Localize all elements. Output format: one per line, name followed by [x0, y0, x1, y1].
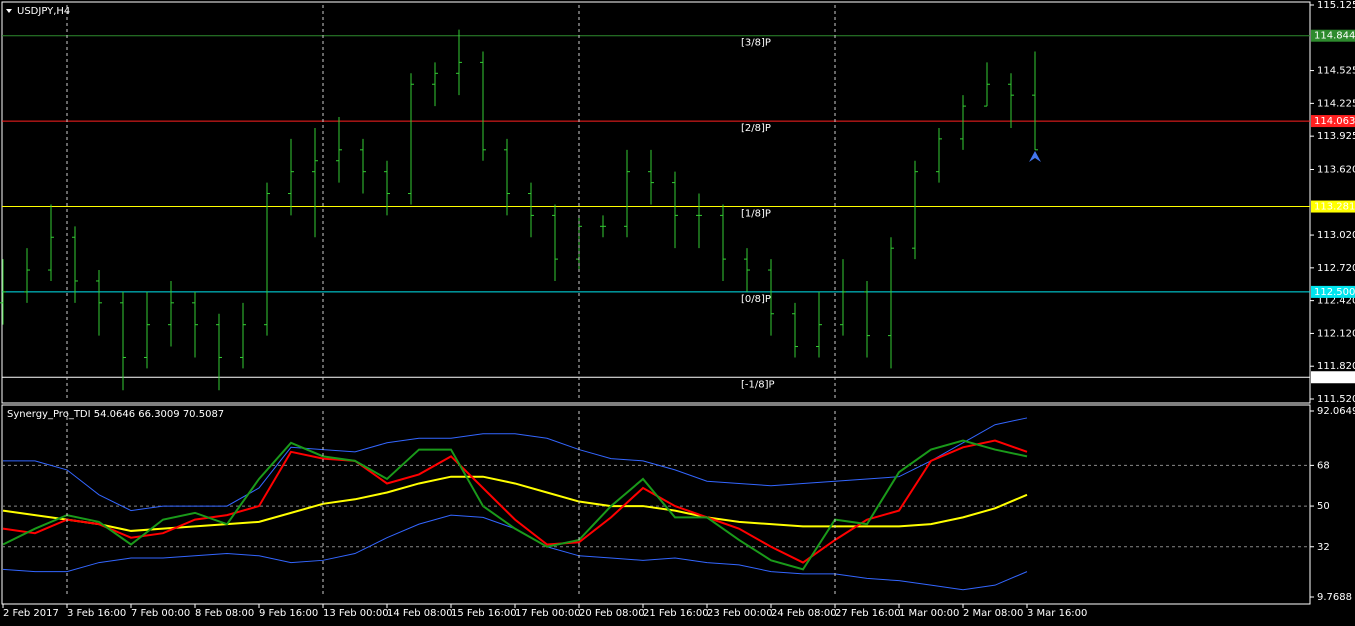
level-price: 114.844: [1314, 31, 1355, 42]
y-tick-label: 115.125: [1317, 0, 1355, 11]
y-tick-label: 68: [1317, 460, 1330, 471]
x-tick-label: 17 Feb 00:00: [515, 608, 581, 619]
indicator-line: [2, 475, 1028, 532]
x-tick-label: 8 Feb 08:00: [195, 608, 254, 619]
x-tick-label: 1 Mar 00:00: [899, 608, 959, 619]
level-name: [2/8]P: [741, 123, 771, 134]
indicator-frame: [1, 404, 1311, 605]
x-tick-label: 27 Feb 16:00: [835, 608, 901, 619]
level-price: 114.063: [1314, 116, 1355, 127]
x-tick-label: 2 Feb 2017: [3, 608, 59, 619]
x-tick-label: 24 Feb 08:00: [771, 608, 837, 619]
indicator-line: [2, 439, 1028, 571]
y-tick-label: 114.225: [1317, 98, 1355, 109]
level-name: [1/8]P: [741, 209, 771, 220]
price-frame: [1, 1, 1311, 404]
level-price-box: [1311, 285, 1355, 298]
x-tick-label: 13 Feb 00:00: [323, 608, 389, 619]
x-tick-label: 9 Feb 16:00: [259, 608, 318, 619]
level-name: [-1/8]P: [741, 379, 775, 390]
level-price-box: [1311, 29, 1355, 42]
x-tick-label: 14 Feb 08:00: [387, 608, 453, 619]
indicator-title: Synergy_Pro_TDI 54.0646 66.3009 70.5087: [7, 409, 224, 420]
y-tick-label: 9.7688: [1317, 592, 1352, 603]
x-tick-label: 3 Feb 16:00: [67, 608, 126, 619]
trade-arrow: [1029, 151, 1041, 162]
x-tick-label: 2 Mar 08:00: [963, 608, 1023, 619]
level-name: [3/8]P: [741, 38, 771, 49]
x-tick-label: 3 Mar 16:00: [1027, 608, 1087, 619]
y-tick-label: 112.420: [1317, 296, 1355, 307]
y-tick-label: 114.525: [1317, 66, 1355, 77]
y-tick-label: 32: [1317, 542, 1330, 553]
level-price: 112.500: [1314, 287, 1355, 298]
x-tick-label: 20 Feb 08:00: [579, 608, 645, 619]
y-tick-label: 111.520: [1317, 394, 1355, 405]
y-tick-label: 113.620: [1317, 164, 1355, 175]
x-tick-label: 21 Feb 16:00: [643, 608, 709, 619]
level-price-box: [1311, 200, 1355, 213]
y-tick-label: 113.925: [1317, 131, 1355, 142]
level-price-box: [1311, 371, 1355, 384]
y-tick-label: 92.0649: [1317, 406, 1355, 417]
level-price-box: [1311, 115, 1355, 128]
symbol-title: USDJPY,H4: [17, 6, 70, 17]
indicator-line: [2, 439, 1028, 564]
y-tick-label: 50: [1317, 501, 1330, 512]
x-tick-label: 15 Feb 16:00: [451, 608, 517, 619]
y-tick-label: 113.020: [1317, 230, 1355, 241]
y-tick-label: 112.720: [1317, 263, 1355, 274]
x-tick-label: 23 Feb 00:00: [707, 608, 773, 619]
y-tick-label: 112.120: [1317, 328, 1355, 339]
indicator-line: [3, 417, 1028, 512]
x-tick-label: 7 Feb 00:00: [131, 608, 190, 619]
level-price: 113.281: [1314, 202, 1355, 213]
level-name: [0/8]P: [741, 294, 771, 305]
y-tick-label: 111.820: [1317, 361, 1355, 372]
menu-arrow[interactable]: [6, 9, 12, 13]
level-price: 111.719: [1314, 372, 1355, 383]
